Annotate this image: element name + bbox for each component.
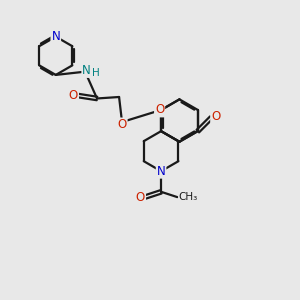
Text: N: N	[157, 165, 166, 178]
Text: O: O	[155, 103, 164, 116]
Text: N: N	[82, 64, 91, 77]
Text: O: O	[211, 110, 220, 123]
Text: H: H	[92, 68, 100, 78]
Text: N: N	[51, 30, 60, 43]
Text: O: O	[117, 118, 127, 131]
Text: O: O	[69, 89, 78, 102]
Text: CH₃: CH₃	[179, 192, 198, 202]
Text: O: O	[136, 190, 145, 204]
